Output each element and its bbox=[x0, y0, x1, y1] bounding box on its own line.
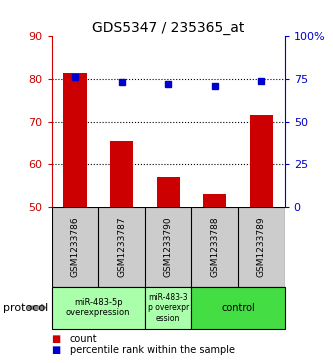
Text: control: control bbox=[221, 303, 255, 313]
Text: ■: ■ bbox=[52, 334, 61, 344]
Text: percentile rank within the sample: percentile rank within the sample bbox=[70, 345, 235, 355]
Bar bbox=[63, 73, 87, 207]
Bar bbox=[145, 287, 191, 329]
Bar bbox=[157, 177, 180, 207]
Bar bbox=[191, 287, 285, 329]
Text: miR-483-3
p overexpr
ession: miR-483-3 p overexpr ession bbox=[148, 293, 189, 323]
Text: GSM1233788: GSM1233788 bbox=[210, 216, 219, 277]
Bar bbox=[203, 194, 226, 207]
Text: GSM1233789: GSM1233789 bbox=[257, 216, 266, 277]
Text: miR-483-5p
overexpression: miR-483-5p overexpression bbox=[66, 298, 131, 317]
Text: GSM1233790: GSM1233790 bbox=[164, 216, 173, 277]
Bar bbox=[250, 115, 273, 207]
Text: GSM1233786: GSM1233786 bbox=[70, 216, 80, 277]
Title: GDS5347 / 235365_at: GDS5347 / 235365_at bbox=[92, 21, 244, 35]
Text: ■: ■ bbox=[52, 345, 61, 355]
Bar bbox=[52, 287, 145, 329]
Text: count: count bbox=[70, 334, 98, 344]
Text: GSM1233787: GSM1233787 bbox=[117, 216, 126, 277]
Text: protocol: protocol bbox=[3, 303, 49, 313]
Bar bbox=[110, 141, 133, 207]
